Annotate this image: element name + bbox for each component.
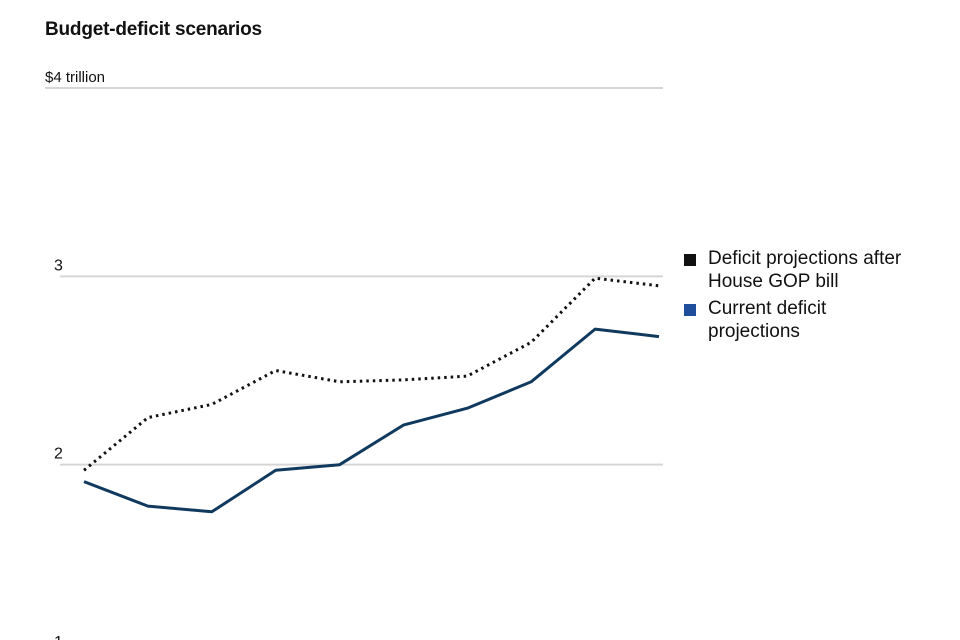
legend: Deficit projections after House GOP bill… [684,247,954,347]
legend-swatch-current [684,304,696,316]
legend-item-current: Current deficit projections [684,297,954,343]
series-line-current [83,327,660,514]
chart-title: Budget-deficit scenarios [45,19,262,40]
legend-label-current: Current deficit projections [708,298,827,342]
legend-item-gop-bill: Deficit projections after House GOP bill [684,247,954,293]
y-tick-label: 1 [54,634,63,640]
y-tick-label: 2 [54,446,63,463]
y-tick-label: 3 [54,257,63,274]
y-tick-label: $4 trillion [45,69,105,86]
legend-swatch-gop-bill [684,254,696,266]
legend-label-gop-bill: Deficit projections after House GOP bill [708,248,902,292]
series-line-gop-bill [83,276,660,472]
